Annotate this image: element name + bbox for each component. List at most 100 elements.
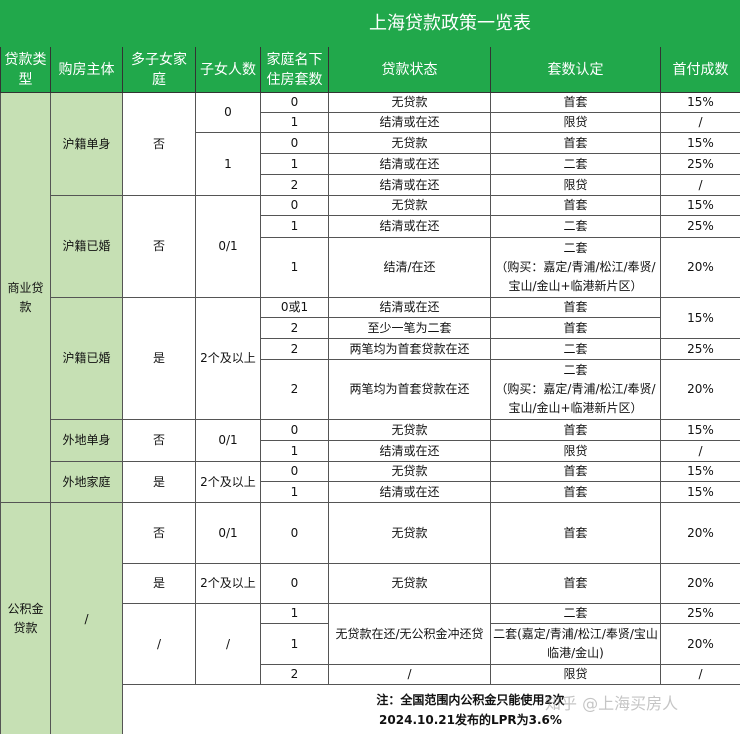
table-row: 沪籍已婚否 0/1 0 无贷款 首套 15%	[1, 195, 740, 298]
status-cell: 结清或在还	[328, 215, 491, 238]
table-row: 公积金贷款 / 否 0/1 0 无贷款 首套 20%	[0, 502, 740, 734]
down-payment-cell: /	[660, 664, 740, 685]
table-row: 2 两笔均为首套贷款在还 二套 （购买：嘉定/青浦/松江/奉贤/宝山/金山+临港新片区…	[1, 359, 740, 420]
table-row: 外地家庭是 2个及以上 0 无贷款 首套 15%	[1, 461, 740, 503]
children-cell: 0/1	[195, 502, 261, 564]
units-cell: 1	[260, 481, 329, 503]
tier-cell: 首套	[490, 563, 661, 604]
tier-cell: 二套	[490, 215, 661, 238]
header-units: 家庭名下住房套数	[260, 46, 329, 93]
header-children: 子女人数	[195, 46, 261, 93]
units-cell: 0	[260, 132, 329, 154]
multi-child-cell: /	[122, 603, 196, 685]
children-cell: 0	[195, 92, 261, 133]
status-cell: 结清或在还	[328, 112, 491, 133]
tier-cell: 限贷	[490, 440, 661, 462]
multi-child-cell: 是	[122, 563, 196, 604]
status-cell: 两笔均为首套贷款在还	[328, 338, 491, 360]
buyer-cell: /	[50, 502, 123, 734]
table-title: 上海贷款政策一览表	[0, 0, 740, 47]
units-cell: 0	[260, 419, 329, 441]
down-payment-cell: 15%	[660, 92, 740, 113]
status-cell: 结清或在还	[328, 440, 491, 462]
down-payment-cell: 20%	[660, 623, 740, 665]
units-cell: 2	[260, 664, 329, 685]
header-tier: 套数认定	[490, 46, 661, 93]
down-payment-cell: 25%	[660, 603, 740, 624]
units-cell: 2	[260, 359, 329, 420]
children-cell: 2个及以上	[195, 461, 261, 503]
tier-cell: 限贷	[490, 112, 661, 133]
children-cell: 0/1	[195, 419, 261, 462]
children-cell: 1	[195, 132, 261, 196]
down-payment-cell: 20%	[660, 359, 740, 420]
header-down-payment: 首付成数	[660, 46, 740, 93]
tier-cell: 二套 （购买：嘉定/青浦/松江/奉贤/宝山/金山+临港新片区）	[490, 359, 661, 420]
loan-type-cell: 商业贷款	[0, 92, 51, 503]
multi-child-cell: 是	[122, 461, 196, 503]
down-payment-cell: 15%	[660, 132, 740, 154]
children-cell: 2个及以上	[195, 297, 261, 420]
note-line2: 2024.10.21发布的LPR为3.6%	[379, 713, 562, 727]
table-row: 1 0 无贷款 首套 15%	[1, 132, 740, 196]
status-cell: 结清或在还	[328, 297, 491, 318]
buyer-cell: 外地单身	[50, 419, 123, 462]
status-cell: 结清或在还	[328, 153, 491, 175]
table-row: 沪籍已婚是 2个及以上 0或1 结清或在还 首套 15%	[1, 297, 740, 420]
down-payment-cell: 25%	[660, 338, 740, 360]
status-cell: 两笔均为首套贷款在还	[328, 359, 491, 420]
down-payment-cell: /	[660, 112, 740, 133]
tier-cell: 首套	[490, 481, 661, 503]
down-payment-cell: 15%	[660, 419, 740, 441]
buyer-cell: 沪籍单身	[50, 92, 123, 196]
tier-cell: 限贷	[490, 664, 661, 685]
tier-cell: 首套	[490, 317, 661, 339]
table-row: 商业贷款 沪籍单身否 0 0 无贷款 首套 15%	[0, 92, 740, 503]
units-cell: 2	[260, 317, 329, 339]
tier-cell: 首套	[490, 461, 661, 482]
buyer-cell: 沪籍已婚	[50, 297, 123, 420]
status-cell: 至少一笔为二套	[328, 317, 491, 339]
status-cell: 无贷款	[328, 502, 491, 564]
status-cell: 无贷款	[328, 132, 491, 154]
down-payment-cell: 15%	[660, 481, 740, 503]
units-cell: 1	[260, 215, 329, 238]
buyer-cell: 外地家庭	[50, 461, 123, 503]
units-cell: 2	[260, 338, 329, 360]
units-cell: 1	[260, 153, 329, 175]
header-status: 贷款状态	[328, 46, 491, 93]
table-row: 1 结清/在还 二套 （购买：嘉定/青浦/松江/奉贤/宝山/金山+临港新片区） 20%	[1, 237, 740, 298]
table-row: //1 无贷款在还/无公积金冲还贷 二套 25%	[1, 603, 740, 685]
status-cell: 结清/在还	[328, 237, 491, 298]
units-cell: 0	[260, 502, 329, 564]
tier-cell: 二套 （购买：嘉定/青浦/松江/奉贤/宝山/金山+临港新片区）	[490, 237, 661, 298]
units-cell: 1	[260, 112, 329, 133]
tier-cell: 首套	[490, 92, 661, 113]
down-payment-cell: 25%	[660, 215, 740, 238]
tier-label: 二套	[563, 241, 588, 255]
children-cell: /	[195, 603, 261, 685]
units-cell: 0	[260, 92, 329, 113]
down-payment-cell: 25%	[660, 153, 740, 175]
status-cell: 结清或在还	[328, 481, 491, 503]
down-payment-cell: 20%	[660, 502, 740, 564]
units-cell: 1	[260, 237, 329, 298]
tier-cell: 首套	[490, 132, 661, 154]
status-cell: 无贷款	[328, 195, 491, 216]
status-cell: 无贷款	[328, 461, 491, 482]
down-payment-cell: /	[660, 174, 740, 196]
down-payment-cell: 15%	[660, 461, 740, 482]
table-row: 1 结清或在还 限贷 /	[1, 440, 740, 462]
children-cell: 0/1	[195, 195, 261, 298]
down-payment-cell: 20%	[660, 563, 740, 604]
status-cell: 无贷款在还/无公积金冲还贷	[328, 603, 491, 665]
down-payment-cell: 15%	[660, 297, 740, 339]
units-cell: 0或1	[260, 297, 329, 318]
tier-note: （购买：嘉定/青浦/松江/奉贤/宝山/金山+临港新片区）	[495, 260, 656, 293]
table-row: 外地单身否 0/1 0 无贷款 首套 15%	[1, 419, 740, 462]
tier-cell: 二套	[490, 338, 661, 360]
header-buyer: 购房主体	[50, 46, 123, 93]
down-payment-cell: /	[660, 440, 740, 462]
